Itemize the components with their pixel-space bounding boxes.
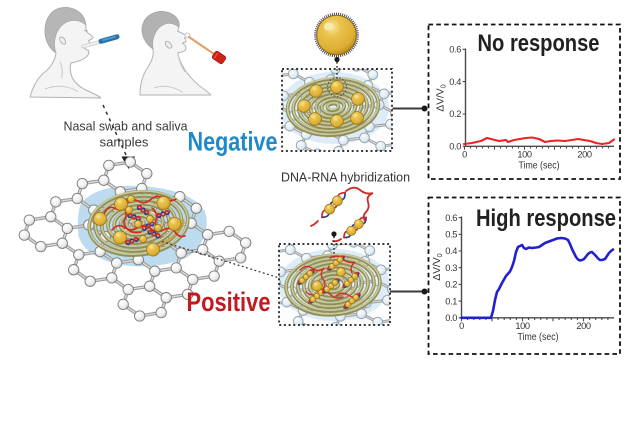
svg-text:0.2: 0.2 [449, 109, 461, 119]
svg-text:ΔV/V0: ΔV/V0 [436, 84, 448, 111]
svg-text:Positive: Positive [187, 287, 271, 317]
svg-text:0.6: 0.6 [445, 213, 457, 223]
svg-text:No response: No response [478, 30, 600, 57]
svg-text:Negative: Negative [188, 127, 278, 157]
svg-text:ΔV/V0: ΔV/V0 [432, 253, 444, 280]
svg-text:200: 200 [577, 150, 592, 160]
svg-text:0.2: 0.2 [445, 280, 457, 290]
svg-text:0.4: 0.4 [445, 246, 457, 256]
svg-text:0.4: 0.4 [449, 77, 461, 87]
svg-text:Time (sec): Time (sec) [519, 161, 560, 172]
svg-text:0.5: 0.5 [445, 230, 457, 240]
svg-text:High response: High response [476, 205, 616, 232]
svg-text:200: 200 [576, 321, 591, 331]
svg-text:0.6: 0.6 [449, 45, 461, 55]
svg-text:Nasal swab and saliva: Nasal swab and saliva [64, 119, 189, 134]
svg-text:100: 100 [515, 321, 530, 331]
svg-text:100: 100 [517, 150, 532, 160]
svg-text:0.0: 0.0 [445, 313, 457, 323]
svg-text:0: 0 [459, 321, 464, 331]
svg-text:0.1: 0.1 [445, 296, 457, 306]
svg-text:0.3: 0.3 [445, 263, 457, 273]
svg-text:0: 0 [462, 150, 467, 160]
svg-text:0.0: 0.0 [449, 142, 461, 152]
svg-text:samples: samples [100, 135, 149, 150]
svg-text:DNA-RNA hybridization: DNA-RNA hybridization [281, 170, 410, 185]
svg-text:Time (sec): Time (sec) [518, 332, 559, 343]
